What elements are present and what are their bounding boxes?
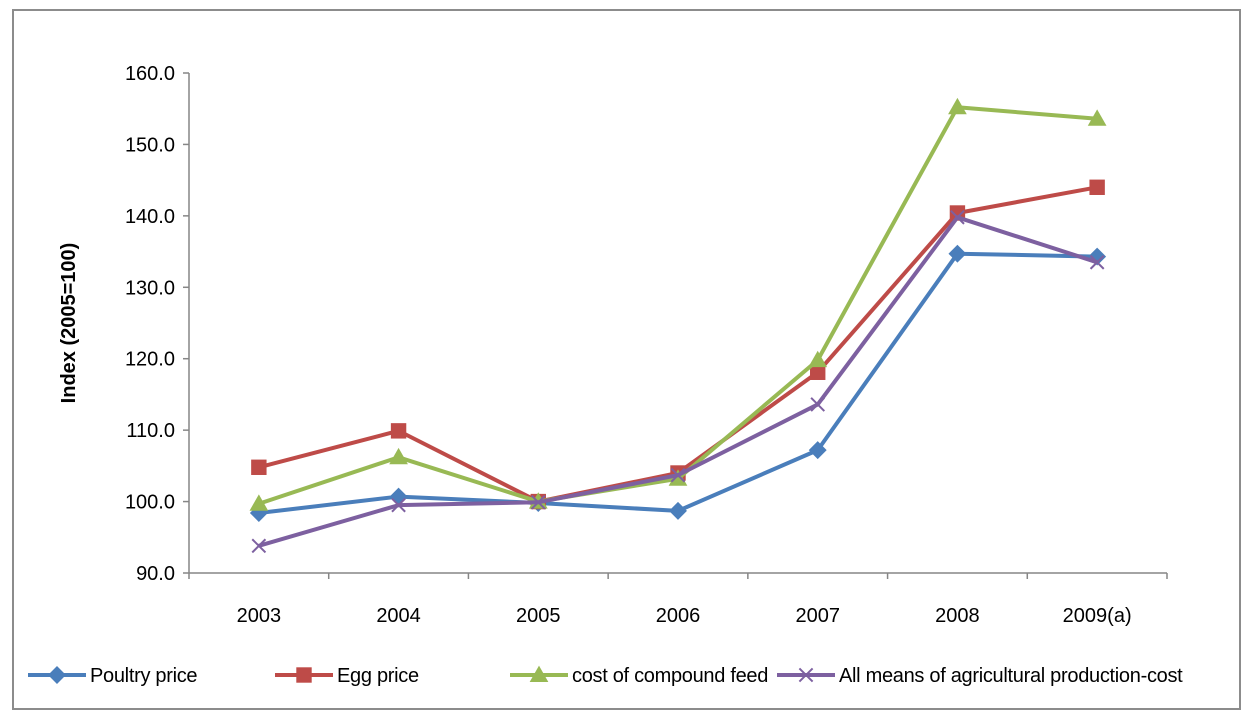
x-tick-label: 2006 (656, 605, 701, 627)
y-tick-label: 140.0 (125, 206, 175, 228)
triangle-marker (529, 665, 549, 683)
x-tick-label: 2008 (935, 605, 980, 627)
legend-item: Egg price (275, 665, 419, 687)
series-all-means-of-agricultural-production-cost (251, 209, 1105, 554)
data-point (390, 423, 407, 439)
series-line (258, 185, 1098, 504)
legend-label: All means of agricultural production-cos… (839, 665, 1183, 687)
data-point (251, 538, 267, 554)
x-marker (798, 667, 814, 683)
data-point (948, 97, 967, 115)
x-tick-label: 2009(a) (1063, 605, 1132, 627)
data-point (950, 209, 965, 225)
y-tick-label: 130.0 (125, 277, 175, 299)
series-egg-price (251, 179, 1105, 510)
data-point (948, 244, 967, 263)
legend-item: All means of agricultural production-cos… (777, 665, 1183, 687)
data-point (1089, 179, 1105, 195)
diamond-marker (48, 666, 66, 684)
series-line (258, 105, 1098, 506)
legend-item: Poultry price (28, 665, 198, 687)
data-point (810, 364, 826, 380)
y-tick-label: 120.0 (125, 349, 175, 371)
series-group (249, 97, 1107, 554)
x-tick-label: 2003 (237, 605, 282, 627)
data-point (530, 494, 546, 510)
x-tick-label: 2007 (795, 605, 840, 627)
data-point (1087, 109, 1107, 126)
y-axis-label: Index (2005=100) (58, 243, 80, 404)
data-point (249, 494, 269, 511)
legend-item: cost of compound feed (510, 665, 768, 687)
y-tick-label: 160.0 (125, 63, 175, 85)
chart-frame (12, 9, 1241, 710)
square-marker (296, 667, 312, 683)
legend-label: Egg price (337, 665, 419, 687)
legend-label: Poultry price (90, 665, 197, 687)
x-tick-labels: 2003 2004 2005 2006 2007 2008 2009(a) (237, 605, 1132, 627)
y-tick-label: 150.0 (125, 134, 175, 156)
y-tick-labels: 90.0 100.0 110.0 120.0 130.0 140.0 150.0 160.0 (125, 63, 175, 585)
data-point (670, 467, 686, 483)
series-cost-of-compound-feed (249, 97, 1107, 511)
axes (183, 72, 1168, 579)
legend-label: cost of compound feed (572, 665, 768, 687)
y-tick-label: 90.0 (136, 563, 175, 585)
data-point (389, 487, 408, 506)
x-tick-label: 2005 (516, 605, 561, 627)
data-point (668, 469, 688, 486)
data-point (1089, 254, 1105, 270)
y-tick-label: 110.0 (126, 420, 175, 442)
data-point (810, 397, 826, 412)
x-tick-label: 2004 (376, 605, 421, 627)
data-point (251, 459, 267, 475)
legend: Poultry price Egg price cost of compound f… (28, 665, 1183, 687)
data-point (808, 350, 828, 368)
data-point (669, 501, 687, 520)
data-point (391, 497, 406, 513)
data-point (389, 447, 408, 465)
data-point (808, 441, 827, 460)
y-tick-label: 100.0 (125, 492, 175, 514)
